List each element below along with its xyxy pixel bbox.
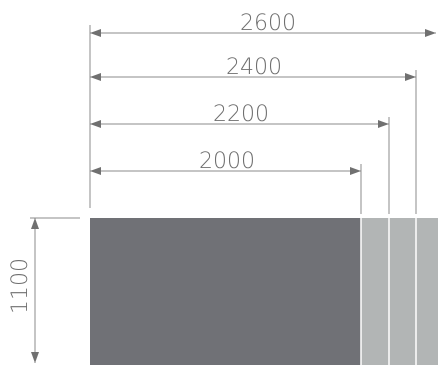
- main-dark-panel: [90, 218, 361, 365]
- width-2600-label: 2600: [240, 11, 296, 36]
- width-2400-dimension: 2400: [90, 55, 416, 81]
- light-panel-2400: [389, 218, 416, 365]
- height-1100-label: 1100: [8, 258, 33, 314]
- width-2000-label: 2000: [199, 149, 255, 174]
- width-2000-dimension: 2000: [90, 149, 361, 175]
- light-panel-2200: [361, 218, 389, 365]
- light-panel-2600: [416, 218, 438, 365]
- width-2200-dimension: 2200: [90, 102, 389, 128]
- width-2400-label: 2400: [226, 55, 282, 80]
- height-dimension: 1100: [8, 217, 80, 363]
- width-2600-dimension: 2600: [90, 11, 436, 37]
- width-2200-label: 2200: [213, 102, 269, 127]
